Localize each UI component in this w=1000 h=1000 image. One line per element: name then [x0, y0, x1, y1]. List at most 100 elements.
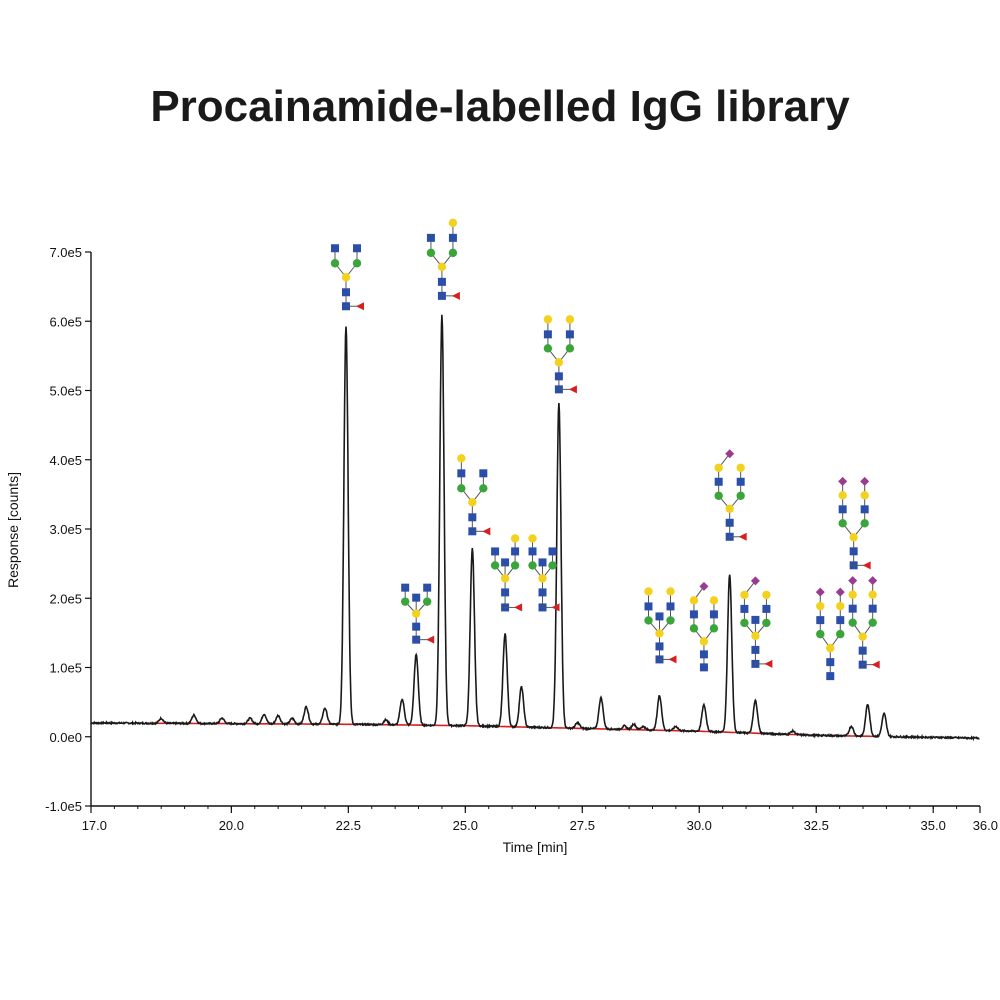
galactose-circle-icon	[816, 601, 825, 611]
glcnac-square-icon	[655, 612, 664, 621]
fucose-triangle-icon	[862, 561, 871, 570]
glcnac-square-icon	[709, 610, 718, 619]
galactose-circle-icon	[538, 574, 547, 583]
galactose-circle-icon	[736, 463, 745, 472]
galactose-circle-icon	[437, 262, 447, 272]
galactose-circle-icon	[543, 315, 553, 324]
glcnac-square-icon	[511, 547, 520, 556]
glcnac-square-icon	[538, 558, 547, 567]
glcnac-square-icon	[401, 583, 410, 592]
fucose-triangle-icon	[551, 603, 560, 612]
galactose-circle-icon	[849, 533, 858, 542]
glcnac-square-icon	[426, 233, 435, 242]
glcnac-square-icon	[342, 288, 351, 297]
galactose-circle-icon	[448, 218, 458, 228]
mannose-circle-icon	[666, 616, 675, 625]
mannose-circle-icon	[816, 629, 825, 639]
glcnac-square-icon	[868, 604, 877, 613]
glcnac-square-icon	[331, 244, 340, 253]
mannose-circle-icon	[836, 629, 845, 639]
mannose-circle-icon	[543, 344, 553, 353]
x-tick-label: 30.0	[687, 818, 712, 833]
peak-markers	[161, 315, 884, 731]
galactose-circle-icon	[528, 534, 537, 543]
glcnac-square-icon	[468, 513, 477, 522]
galactose-circle-icon	[699, 637, 709, 646]
glycan-structure	[815, 587, 845, 681]
x-tick-label: 36.0	[973, 818, 998, 833]
galactose-circle-icon	[411, 609, 421, 618]
glcnac-square-icon	[423, 583, 432, 592]
glcnac-square-icon	[479, 469, 488, 478]
sialic-acid-diamond-icon	[750, 576, 760, 586]
galactose-circle-icon	[655, 629, 664, 638]
glycan-structure	[543, 315, 577, 394]
glcnac-square-icon	[849, 547, 858, 556]
x-tick-label: 17.0	[82, 818, 107, 833]
glcnac-square-icon	[751, 645, 760, 654]
x-tick-label: 32.5	[804, 818, 829, 833]
sialic-acid-diamond-icon	[725, 449, 735, 459]
galactose-circle-icon	[858, 632, 867, 641]
mannose-circle-icon	[689, 624, 699, 633]
glcnac-square-icon	[457, 469, 466, 478]
fucose-triangle-icon	[764, 659, 773, 668]
galactose-circle-icon	[751, 631, 760, 641]
mannose-circle-icon	[457, 484, 466, 493]
galactose-circle-icon	[500, 574, 510, 583]
y-ticks: -1.0e5 0.0e0 1.0e5 2.0e5 3.0e5 4.0e5 5.0e5 6.0e…	[45, 245, 91, 814]
mannose-circle-icon	[426, 248, 436, 258]
glcnac-square-icon	[836, 616, 845, 625]
mannose-circle-icon	[422, 597, 432, 606]
x-axis-title: Time [min]	[503, 839, 568, 855]
galactose-circle-icon	[848, 590, 857, 599]
mannose-circle-icon	[868, 618, 877, 627]
glcnac-square-icon	[740, 604, 749, 613]
x-tick-label: 22.5	[336, 818, 361, 833]
sialic-acid-diamond-icon	[860, 476, 870, 486]
mannose-circle-icon	[479, 484, 488, 493]
sialic-acid-diamond-icon	[699, 581, 709, 591]
galactose-circle-icon	[666, 587, 675, 596]
sialic-acid-diamond-icon	[815, 587, 825, 597]
glycan-annotations	[330, 218, 880, 681]
fucose-triangle-icon	[356, 302, 365, 311]
glycan-structure	[838, 476, 871, 570]
glcnac-square-icon	[412, 622, 421, 631]
glcnac-square-icon	[714, 477, 723, 486]
glcnac-square-icon	[762, 604, 771, 613]
y-tick-label: 3.0e5	[49, 522, 82, 537]
galactose-circle-icon	[762, 590, 771, 600]
glcnac-square-icon	[816, 616, 825, 625]
glcnac-square-icon	[655, 642, 664, 651]
mannose-circle-icon	[714, 491, 723, 500]
glycan-structure	[689, 581, 719, 672]
glcnac-square-icon	[412, 593, 421, 602]
mannose-circle-icon	[448, 248, 458, 258]
mannose-circle-icon	[528, 561, 537, 570]
glycan-structure	[740, 576, 773, 668]
glcnac-square-icon	[666, 602, 675, 611]
galactose-circle-icon	[725, 504, 734, 513]
galactose-circle-icon	[565, 315, 575, 324]
mannose-circle-icon	[565, 344, 575, 353]
y-axis-title: Response [counts]	[5, 472, 21, 588]
galactose-circle-icon	[468, 498, 477, 507]
galactose-circle-icon	[689, 596, 699, 605]
chromatogram-trace	[90, 314, 980, 742]
glcnac-square-icon	[491, 547, 500, 556]
fucose-triangle-icon	[871, 660, 880, 669]
x-tick-label: 20.0	[219, 818, 244, 833]
galactose-circle-icon	[838, 491, 847, 500]
mannose-circle-icon	[490, 561, 500, 570]
galactose-circle-icon	[644, 587, 653, 596]
mannose-circle-icon	[762, 618, 771, 628]
mannose-circle-icon	[510, 561, 520, 570]
galactose-circle-icon	[860, 491, 869, 500]
y-tick-label: 1.0e5	[49, 661, 82, 676]
x-ticks: 17.0 20.0 22.5 25.0 27.5 30.0 32.5 35.0 36.0	[82, 806, 998, 833]
page-title: Procainamide-labelled IgG library	[150, 82, 850, 131]
galactose-circle-icon	[740, 590, 749, 600]
sialic-acid-diamond-icon	[838, 476, 848, 486]
